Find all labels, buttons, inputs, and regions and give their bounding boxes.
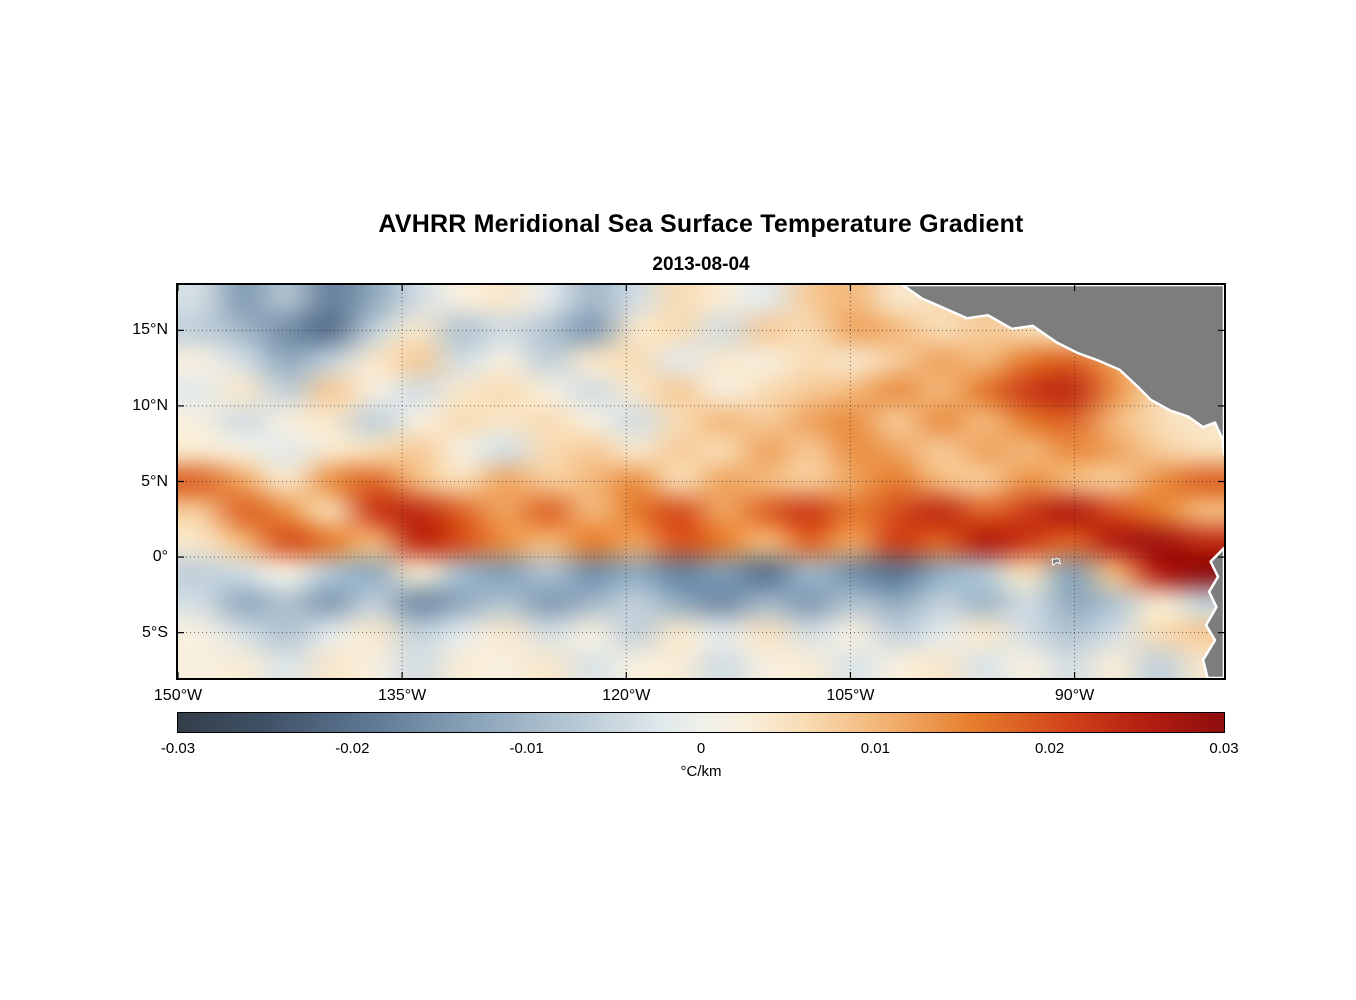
x-tick-label: 105°W <box>826 687 875 704</box>
colorbar-tick-label: 0.01 <box>860 740 890 757</box>
colorbar-tick-label: 0 <box>696 740 706 757</box>
colorbar <box>177 712 1225 733</box>
x-tick-label: 120°W <box>602 687 651 704</box>
x-tick-label: 90°W <box>1054 687 1095 704</box>
y-tick-label: 5°N <box>141 472 168 490</box>
chart-title: AVHRR Meridional Sea Surface Temperature… <box>378 210 1024 238</box>
y-tick-label: 15°N <box>132 321 168 339</box>
colorbar-tick-label: -0.02 <box>335 740 370 757</box>
x-tick-label: 135°W <box>378 687 427 704</box>
colorbar-gradient-canvas <box>178 713 1224 732</box>
y-tick-label: 10°N <box>132 396 168 414</box>
y-tick-label: 5°S <box>142 623 168 641</box>
colorbar-tick-label: -0.01 <box>509 740 544 757</box>
map-overlay <box>178 285 1224 678</box>
colorbar-units-label: °C/km <box>680 763 722 780</box>
sst-gradient-heatmap-canvas <box>178 285 1224 678</box>
y-tick-label: 0° <box>152 548 168 566</box>
colorbar-tick-label: -0.03 <box>160 740 196 757</box>
map-plot-area <box>176 283 1226 680</box>
x-tick-label: 150°W <box>153 687 203 704</box>
colorbar-tick-label: 0.02 <box>1035 740 1065 757</box>
galapagos-island <box>1051 558 1061 566</box>
chart-subtitle-date: 2013-08-04 <box>652 254 750 275</box>
south-america-landmass <box>1201 546 1224 678</box>
colorbar-tick-label: 0.03 <box>1209 740 1239 757</box>
central-america-landmass <box>901 285 1224 456</box>
